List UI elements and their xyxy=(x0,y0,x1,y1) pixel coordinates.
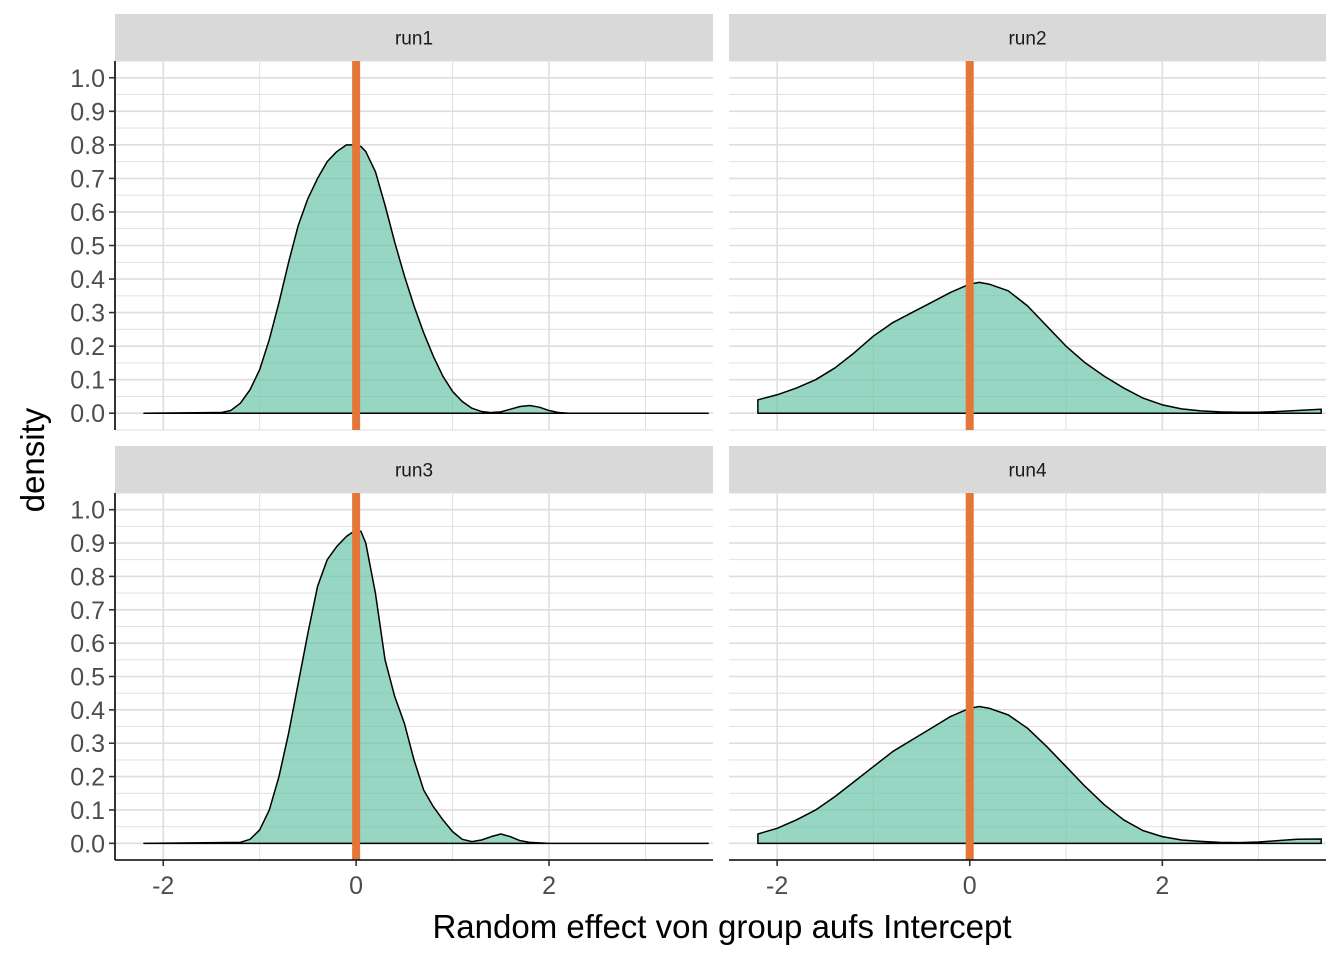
y-tick-label: 0.8 xyxy=(70,132,105,160)
y-tick-label: 1.0 xyxy=(70,497,105,525)
grid-run3 xyxy=(115,492,713,861)
y-tick-label: 0.7 xyxy=(70,597,105,625)
strip-label-run1: run1 xyxy=(395,29,433,50)
y-axis-title: density xyxy=(14,407,51,512)
y-tick-label: 0.9 xyxy=(70,530,105,558)
y-tick-label: 0.0 xyxy=(70,830,105,858)
y-tick-label: 0.3 xyxy=(70,730,105,758)
y-tick-label: 0.4 xyxy=(70,697,105,725)
grid-run4 xyxy=(729,492,1326,861)
density-area-run4 xyxy=(757,705,1322,845)
panel-run3: run3 0.0 0.1 0.2 0.3 0.4 0.5 0.6 0.7 0.8 0.9 1.0 -2 0… xyxy=(70,446,713,900)
y-tick-label: 0.4 xyxy=(70,266,105,294)
strip-label-run2: run2 xyxy=(1008,29,1046,50)
strip-label-run4: run4 xyxy=(1008,461,1046,482)
y-tick-label: 0.5 xyxy=(70,664,105,692)
x-tick-label: -2 xyxy=(152,872,174,900)
x-tick-label: -2 xyxy=(766,872,788,900)
strip-run4 xyxy=(729,446,1326,493)
y-tick-label: 0.1 xyxy=(70,367,105,395)
panel-run4: run4 -2 0 2 xyxy=(729,446,1326,900)
y-tick-label: 1.0 xyxy=(70,65,105,93)
grid-run1 xyxy=(115,60,713,431)
y-tick-label: 0.0 xyxy=(70,400,105,428)
strip-label-run3: run3 xyxy=(395,461,433,482)
y-tick-label: 0.8 xyxy=(70,563,105,591)
y-tick-label: 0.1 xyxy=(70,797,105,825)
panel-run1: run1 0.0 0.1 0.2 0.3 0.4 0.5 0.6 0.7 0.8 0.9 1.0 xyxy=(70,14,713,431)
panels-layer: run10.00.10.20.30.40.50.60.70.80.91.0run… xyxy=(70,14,1326,900)
density-area-run1 xyxy=(143,144,709,414)
y-tick-label: 0.9 xyxy=(70,98,105,126)
y-tick-label: 0.3 xyxy=(70,300,105,328)
strip-run2 xyxy=(729,14,1326,61)
y-tick-label: 0.7 xyxy=(70,165,105,193)
x-tick-label: 0 xyxy=(349,872,363,900)
y-tick-label: 0.2 xyxy=(70,333,105,361)
strip-run1 xyxy=(115,14,713,61)
x-axis-title: Random effect von group aufs Intercept xyxy=(432,908,1011,945)
y-tick-label: 0.6 xyxy=(70,630,105,658)
x-tick-label: 2 xyxy=(542,872,556,900)
density-area-run3 xyxy=(143,528,709,845)
x-tick-label: 0 xyxy=(963,872,977,900)
y-tick-label: 0.5 xyxy=(70,233,105,261)
strip-run3 xyxy=(115,446,713,493)
panel-run2: run2 xyxy=(729,14,1326,431)
x-tick-label: 2 xyxy=(1155,872,1169,900)
y-tick-label: 0.2 xyxy=(70,764,105,792)
density-area-run2 xyxy=(757,281,1322,414)
y-tick-label: 0.6 xyxy=(70,199,105,227)
